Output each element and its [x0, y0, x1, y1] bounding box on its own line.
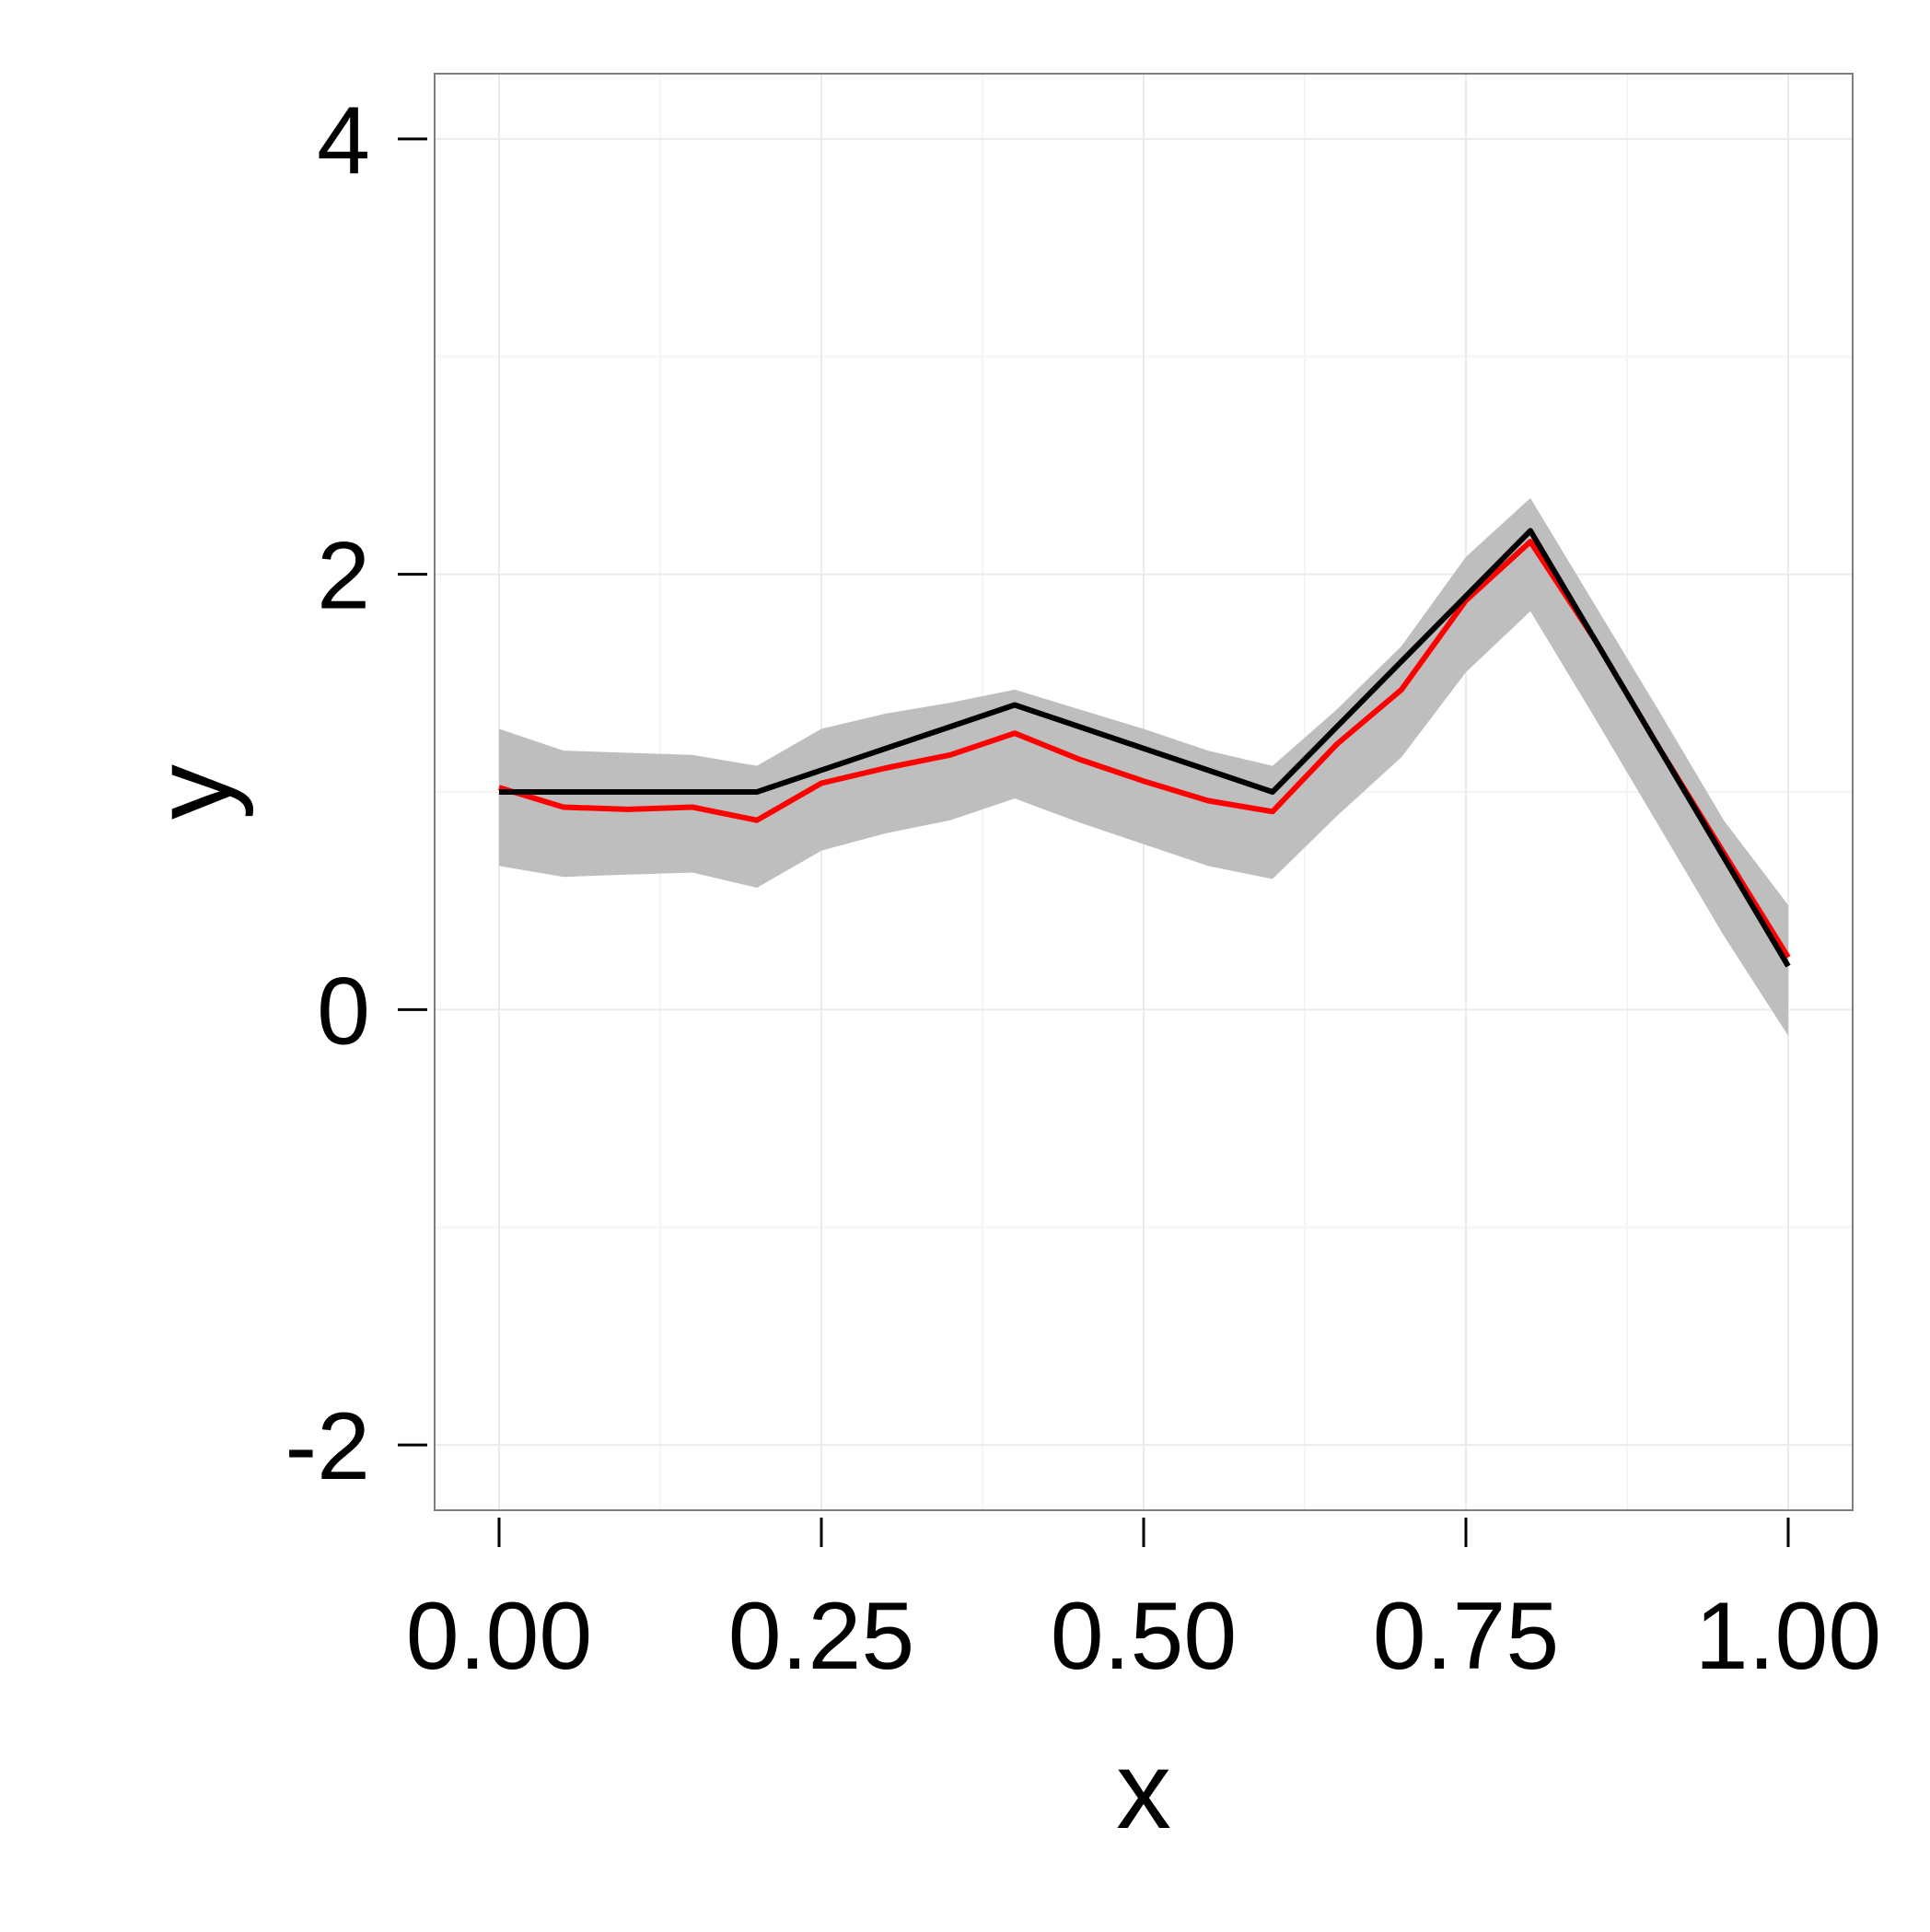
x-axis-title: x [1116, 1728, 1171, 1852]
y-tick-label: 4 [317, 87, 370, 194]
x-tick-label: 0.00 [406, 1583, 592, 1690]
y-axis: -2 0 2 4 [285, 87, 427, 1500]
y-tick-label: 2 [317, 523, 370, 630]
x-tick-label: 0.25 [728, 1583, 914, 1690]
series-line-black [499, 528, 1791, 968]
confidence-band [499, 497, 1788, 1036]
x-tick-label: 0.50 [1051, 1583, 1237, 1690]
plot-panel-border [434, 73, 1854, 1511]
y-tick-label: -2 [285, 1393, 370, 1500]
series-group [498, 528, 1791, 968]
x-axis: 0.00 0.25 0.50 0.75 1.00 [406, 1518, 1881, 1690]
y-tick-label: 0 [317, 958, 370, 1065]
x-tick-label: 0.75 [1373, 1583, 1559, 1690]
x-tick-label: 1.00 [1695, 1583, 1881, 1690]
confidence-band-group [499, 497, 1788, 1036]
y-axis-title: y [131, 764, 254, 820]
